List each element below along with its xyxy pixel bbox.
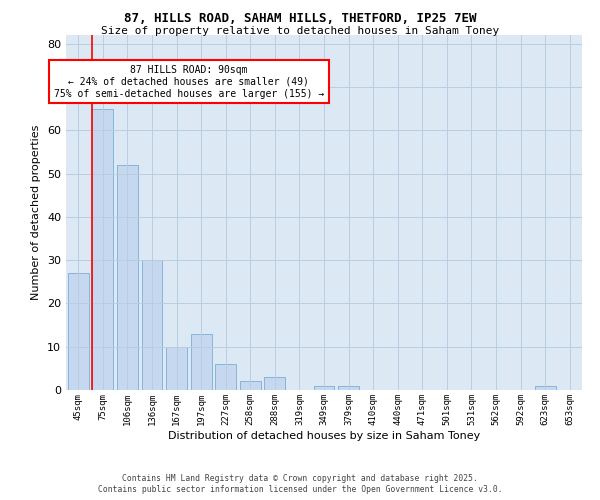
Text: 87 HILLS ROAD: 90sqm
← 24% of detached houses are smaller (49)
75% of semi-detac: 87 HILLS ROAD: 90sqm ← 24% of detached h…	[54, 66, 324, 98]
Bar	[92, 108, 113, 390]
Bar	[338, 386, 359, 390]
Bar	[240, 382, 261, 390]
Bar	[265, 377, 286, 390]
Bar	[142, 260, 163, 390]
X-axis label: Distribution of detached houses by size in Saham Toney: Distribution of detached houses by size …	[168, 430, 480, 440]
Bar	[117, 165, 138, 390]
Text: 87, HILLS ROAD, SAHAM HILLS, THETFORD, IP25 7EW: 87, HILLS ROAD, SAHAM HILLS, THETFORD, I…	[124, 12, 476, 26]
Bar	[68, 273, 89, 390]
Bar	[314, 386, 334, 390]
Y-axis label: Number of detached properties: Number of detached properties	[31, 125, 41, 300]
Bar	[215, 364, 236, 390]
Text: Size of property relative to detached houses in Saham Toney: Size of property relative to detached ho…	[101, 26, 499, 36]
Bar	[191, 334, 212, 390]
Bar	[535, 386, 556, 390]
Text: Contains HM Land Registry data © Crown copyright and database right 2025.
Contai: Contains HM Land Registry data © Crown c…	[98, 474, 502, 494]
Bar	[166, 346, 187, 390]
